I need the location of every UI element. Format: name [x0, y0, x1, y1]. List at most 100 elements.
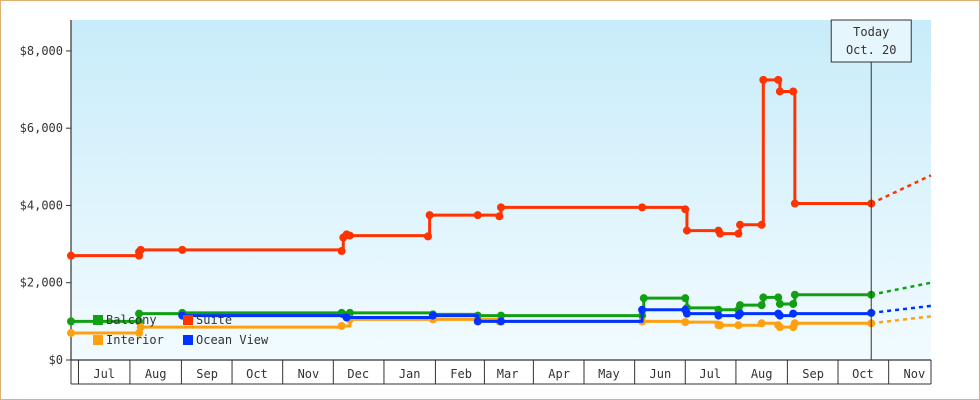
legend-swatch-balcony	[93, 315, 103, 325]
y-tick-label: $4,000	[20, 198, 63, 212]
data-point-suite	[67, 251, 75, 260]
x-tick-label: Nov	[298, 367, 320, 381]
data-point-ocean-view	[775, 311, 784, 320]
x-tick-label: Sep	[196, 367, 218, 381]
y-tick-label: $8,000	[20, 44, 63, 58]
today-box	[830, 19, 912, 63]
x-axis: Jul Aug Sep Oct Nov Dec Jan Feb Mar Apr May Jun Jul A…	[70, 359, 932, 385]
data-point-suite	[638, 203, 647, 212]
legend-swatch-suite	[183, 315, 193, 325]
data-point-suite	[495, 212, 504, 221]
data-point-suite	[757, 220, 766, 229]
x-tick-label: Oct	[246, 367, 268, 381]
x-tick-label: Apr	[548, 367, 570, 381]
data-point-suite	[775, 87, 784, 96]
data-point-suite	[759, 75, 768, 84]
data-point-interior	[681, 318, 690, 327]
legend-swatch-ocean-view	[183, 335, 193, 345]
data-point-interior	[67, 328, 75, 337]
data-point-ocean-view	[638, 305, 647, 314]
data-point-suite	[734, 229, 743, 238]
data-point-balcony	[639, 294, 648, 303]
x-tick-label: Feb	[450, 367, 472, 381]
data-point-suite	[497, 203, 505, 212]
plot-area	[71, 20, 931, 360]
series-projection-balcony	[870, 281, 932, 296]
data-point-interior	[790, 319, 799, 328]
today-date: Oct. 20	[846, 43, 897, 57]
legend-swatch-interior	[93, 335, 103, 345]
data-point-balcony	[789, 299, 798, 308]
data-point-balcony	[135, 309, 144, 318]
data-point-balcony	[714, 305, 723, 314]
data-point-ocean-view	[342, 313, 351, 322]
x-tick-label: Jul	[699, 367, 721, 381]
x-tick-label: Mar	[497, 367, 519, 381]
data-point-ocean-view	[428, 311, 437, 320]
x-tick-label: Aug	[751, 367, 773, 381]
x-tick-label: Nov	[904, 367, 926, 381]
data-point-suite	[682, 226, 691, 235]
data-point-ocean-view	[473, 317, 482, 326]
series-ocean-view	[178, 304, 932, 326]
data-point-suite	[337, 247, 346, 256]
series-layer	[67, 75, 932, 337]
x-tick-label: May	[598, 367, 620, 381]
x-tick-label: Jul	[93, 367, 115, 381]
data-point-balcony	[774, 293, 783, 302]
data-point-balcony	[775, 299, 784, 308]
x-tick-label: Sep	[802, 367, 824, 381]
data-point-ocean-view	[736, 309, 745, 318]
x-tick-label: Dec	[347, 367, 369, 381]
data-point-interior	[337, 322, 346, 330]
data-point-balcony	[790, 290, 799, 299]
data-point-interior	[775, 323, 784, 332]
data-point-suite	[425, 211, 434, 220]
series-projection-interior	[871, 315, 932, 325]
data-point-suite	[789, 87, 798, 96]
series-projection-suite	[870, 174, 932, 205]
data-point-suite	[716, 229, 725, 238]
today-marker: Today Oct. 20	[830, 19, 912, 360]
data-point-balcony	[67, 317, 75, 326]
legend: Balcony Suite Interior Ocean View	[93, 313, 269, 347]
data-point-balcony	[759, 293, 768, 302]
data-point-ocean-view	[714, 311, 723, 320]
legend-label-ocean-view: Ocean View	[196, 333, 269, 347]
data-point-suite	[681, 205, 690, 214]
y-tick-label: $0	[49, 353, 63, 367]
y-axis: $0 $2,000 $4,000 $6,000 $8,000	[20, 20, 72, 367]
y-tick-label: $6,000	[20, 121, 63, 135]
today-label: Today	[853, 25, 889, 39]
x-tick-label: Jan	[399, 367, 421, 381]
data-point-suite	[423, 232, 432, 241]
series-interior	[67, 315, 932, 337]
data-point-interior	[136, 323, 145, 332]
data-point-balcony	[736, 301, 745, 310]
data-point-suite	[790, 199, 799, 208]
data-point-suite	[178, 245, 187, 254]
series-suite	[67, 75, 932, 260]
y-tick-label: $2,000	[20, 276, 63, 290]
data-point-suite	[736, 220, 745, 229]
data-point-suite	[136, 245, 145, 254]
data-point-ocean-view	[789, 309, 798, 318]
data-point-interior	[757, 319, 766, 328]
data-point-ocean-view	[497, 317, 505, 326]
data-point-suite	[345, 231, 354, 240]
data-point-suite	[473, 211, 482, 220]
x-tick-label: Oct	[852, 367, 874, 381]
data-point-balcony	[681, 294, 690, 303]
legend-label-balcony: Balcony	[106, 313, 157, 327]
data-point-ocean-view	[682, 309, 691, 318]
x-tick-label: Aug	[145, 367, 167, 381]
series-projection-ocean-view	[871, 304, 932, 315]
data-point-balcony	[757, 301, 766, 310]
x-tick-label: Jun	[650, 367, 672, 381]
legend-label-interior: Interior	[106, 333, 164, 347]
data-point-interior	[734, 321, 743, 330]
data-point-suite	[774, 75, 783, 84]
data-point-interior	[716, 321, 725, 330]
legend-label-suite: Suite	[196, 313, 232, 327]
